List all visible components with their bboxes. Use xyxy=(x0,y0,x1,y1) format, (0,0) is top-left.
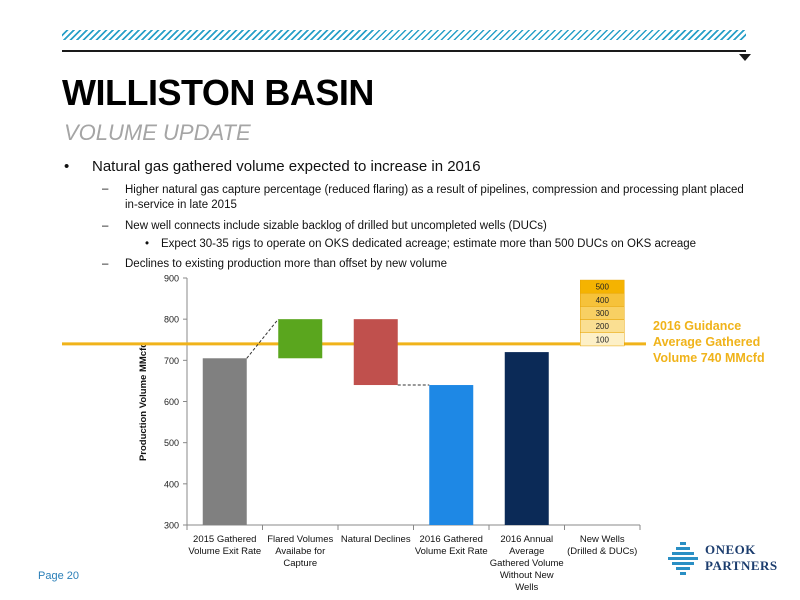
y-tick-label: 700 xyxy=(164,356,179,366)
x-category-label: Volume Exit Rate xyxy=(188,546,261,557)
new-wells-segment-label: 300 xyxy=(596,309,610,318)
x-category-label: (Drilled & DUCs) xyxy=(567,546,637,557)
x-category-label: Average xyxy=(509,546,544,557)
chart-bar xyxy=(429,385,474,525)
new-wells-segment-label: 100 xyxy=(596,335,610,344)
y-tick-label: 900 xyxy=(164,274,179,284)
header-hatch-band xyxy=(62,30,746,40)
x-category-label: 2015 Gathered xyxy=(193,534,256,545)
waterfall-connector xyxy=(246,318,279,359)
new-wells-segment xyxy=(580,319,625,334)
bullet-marker-small: • xyxy=(145,238,150,250)
x-category-label: Capture xyxy=(283,558,317,569)
dash-marker: – xyxy=(102,183,109,195)
guidance-label: 2016 Guidance xyxy=(653,319,741,333)
x-category-label: Without New xyxy=(500,570,554,581)
dash-marker: – xyxy=(102,258,109,270)
x-category-label: 2016 Gathered xyxy=(420,534,483,545)
x-category-label: 2016 Annual xyxy=(500,534,553,545)
page-number: Page 20 xyxy=(38,570,79,582)
chart-bar xyxy=(202,358,247,525)
y-tick-label: 800 xyxy=(164,315,179,325)
x-category-label: Availabe for xyxy=(275,546,325,557)
dash-marker: – xyxy=(102,220,109,232)
y-axis-label: Production Volume MMcfd xyxy=(138,342,149,461)
chart-bar xyxy=(278,319,323,359)
x-category-label: Wells xyxy=(515,582,538,593)
logo-text-oneok: ONEOK xyxy=(705,542,756,557)
new-wells-segment-label: 500 xyxy=(596,283,610,292)
new-wells-segment xyxy=(580,279,625,294)
page-title: WILLISTON BASIN xyxy=(62,72,374,113)
new-wells-segment xyxy=(580,332,625,347)
x-category-label: Natural Declines xyxy=(341,534,411,545)
bullet-sub-new-wells: New well connects include sizable backlo… xyxy=(125,220,547,232)
x-category-label: Volume Exit Rate xyxy=(415,546,488,557)
bullet-subsub-rigs: Expect 30-35 rigs to operate on OKS dedi… xyxy=(161,238,697,250)
page-subtitle: VOLUME UPDATE xyxy=(64,120,251,145)
bullet-sub-declines: Declines to existing production more tha… xyxy=(125,258,447,270)
x-category-label: New Wells xyxy=(580,534,625,545)
chart-bar xyxy=(504,352,549,525)
y-tick-label: 500 xyxy=(164,438,179,448)
oneok-logo-icon xyxy=(668,542,698,575)
logo-text-partners: PARTNERS xyxy=(705,558,778,573)
guidance-label: Volume 740 MMcfd xyxy=(653,351,765,365)
new-wells-segment-label: 200 xyxy=(596,322,610,331)
y-tick-label: 600 xyxy=(164,397,179,407)
new-wells-segment-label: 400 xyxy=(596,296,610,305)
bullet-main: Natural gas gathered volume expected to … xyxy=(92,158,481,175)
y-tick-label: 400 xyxy=(164,479,179,489)
header-triangle-marker xyxy=(739,54,751,61)
new-wells-segment xyxy=(580,292,625,307)
header-rule xyxy=(62,50,746,52)
x-category-label: Flared Volumes xyxy=(267,534,333,545)
chart-bar xyxy=(353,319,398,386)
guidance-label: Average Gathered xyxy=(653,335,760,349)
bullet-marker: • xyxy=(64,158,70,175)
y-tick-label: 300 xyxy=(164,521,179,531)
x-category-label: Gathered Volume xyxy=(490,558,564,569)
bullet-sub-capture: Higher natural gas capture percentage (r… xyxy=(125,184,744,211)
new-wells-segment xyxy=(580,306,625,320)
